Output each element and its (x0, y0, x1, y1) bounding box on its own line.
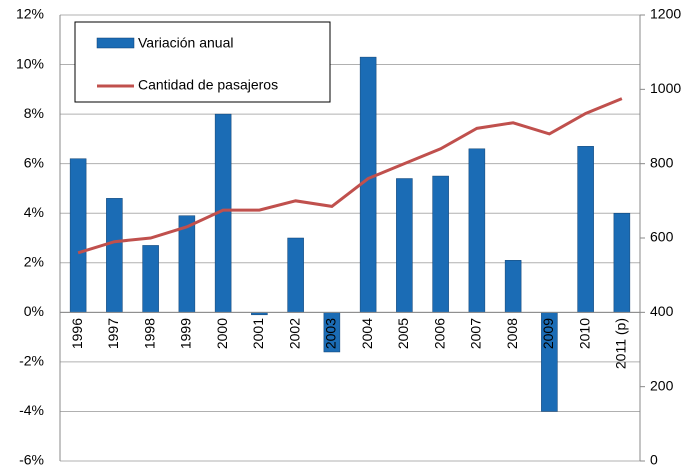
y2-tick-label: 1200 (650, 6, 681, 22)
bar (69, 158, 87, 313)
y-tick-label: 0% (24, 303, 44, 319)
x-tick-label: 2000 (214, 318, 230, 349)
bar (287, 237, 304, 313)
legend-label: Variación anual (138, 35, 233, 51)
y2-tick-label: 400 (650, 303, 674, 319)
bar (106, 198, 123, 313)
y-tick-label: -6% (19, 452, 44, 467)
x-tick-label: 2002 (286, 318, 302, 349)
bar (142, 245, 159, 313)
y-tick-label: 8% (24, 105, 44, 121)
x-tick-label: 2006 (431, 318, 447, 349)
legend-swatch (96, 37, 135, 49)
x-tick-label: 1998 (141, 318, 157, 349)
bar (577, 146, 594, 313)
x-tick-label: 1999 (178, 318, 194, 349)
x-tick-label: 2004 (359, 318, 375, 349)
y2-tick-label: 0 (650, 452, 658, 467)
y-tick-label: -4% (19, 402, 44, 418)
bar (504, 260, 522, 313)
legend-label: Cantidad de pasajeros (138, 77, 278, 93)
y2-tick-label: 800 (650, 154, 674, 170)
x-tick-label: 2001 (250, 318, 266, 349)
x-tick-label: 1996 (69, 318, 85, 349)
bar (178, 215, 196, 313)
x-tick-label: 2007 (468, 318, 484, 349)
x-tick-label: 1997 (105, 318, 121, 349)
x-tick-label: 2010 (576, 318, 592, 349)
line (77, 97, 623, 255)
y-tick-label: -2% (19, 353, 44, 369)
y-tick-label: 4% (24, 204, 44, 220)
bar (396, 178, 413, 313)
bar (613, 212, 631, 313)
y2-tick-label: 600 (650, 229, 674, 245)
y-tick-label: 2% (24, 253, 44, 269)
y2-tick-label: 1000 (650, 80, 681, 96)
y-tick-label: 10% (16, 55, 44, 71)
x-tick-label: 2008 (504, 318, 520, 349)
bar (432, 175, 449, 313)
y2-tick-label: 200 (650, 377, 674, 393)
bar (468, 148, 486, 313)
y-tick-label: 6% (24, 154, 44, 170)
y-tick-label: 12% (16, 6, 44, 22)
x-tick-label: 2011 (p) (613, 318, 629, 369)
x-tick-label: 2003 (323, 318, 339, 349)
legend (74, 21, 331, 103)
x-tick-label: 2009 (540, 318, 556, 349)
x-tick-label: 2005 (395, 318, 411, 349)
